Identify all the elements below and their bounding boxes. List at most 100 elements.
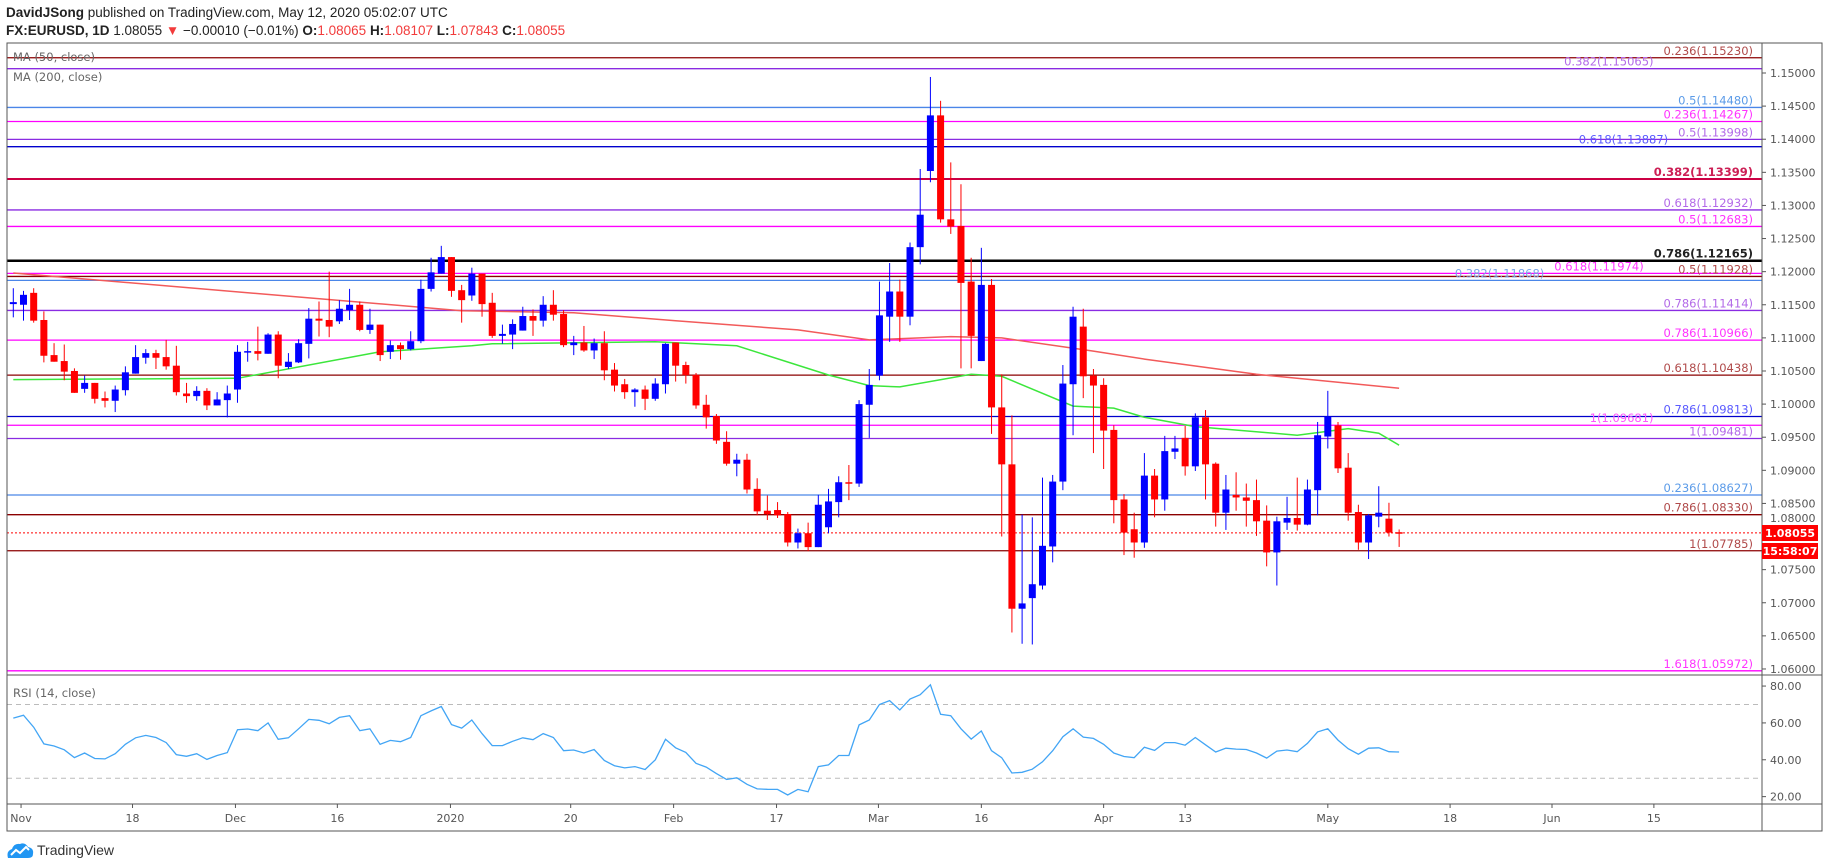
candle[interactable]	[957, 184, 965, 369]
candle[interactable]	[1038, 477, 1046, 590]
candle[interactable]	[1283, 496, 1291, 530]
candle[interactable]	[335, 300, 343, 324]
tradingview-logo[interactable]: TradingView	[6, 841, 114, 859]
candle[interactable]	[1202, 410, 1210, 500]
ma200-line[interactable]	[13, 272, 1400, 389]
candle[interactable]	[1089, 368, 1097, 454]
candle[interactable]	[774, 502, 782, 518]
candle[interactable]	[244, 341, 252, 362]
candle[interactable]	[875, 281, 883, 381]
candle[interactable]	[1263, 505, 1271, 567]
candle[interactable]	[651, 378, 659, 401]
candle[interactable]	[9, 288, 17, 318]
candle[interactable]	[223, 385, 231, 418]
candle[interactable]	[1191, 413, 1199, 471]
candle[interactable]	[1395, 529, 1403, 547]
candle[interactable]	[570, 335, 578, 356]
candle[interactable]	[132, 345, 140, 374]
ma50-legend[interactable]: MA (50, close)	[13, 50, 95, 64]
candle[interactable]	[305, 308, 313, 359]
candle[interactable]	[1069, 306, 1077, 436]
candle[interactable]	[407, 331, 415, 351]
candle[interactable]	[193, 386, 201, 401]
candle[interactable]	[1181, 425, 1189, 476]
candle[interactable]	[488, 292, 496, 338]
candle[interactable]	[600, 331, 608, 381]
candle[interactable]	[121, 366, 129, 396]
candle[interactable]	[1110, 425, 1118, 524]
candle[interactable]	[1212, 462, 1220, 527]
candle[interactable]	[1008, 415, 1016, 633]
candle[interactable]	[295, 339, 303, 364]
candle[interactable]	[50, 343, 58, 362]
candle[interactable]	[1303, 479, 1311, 526]
candle[interactable]	[325, 271, 333, 338]
candle[interactable]	[753, 478, 761, 516]
candle[interactable]	[498, 324, 506, 344]
candle[interactable]	[865, 368, 873, 438]
candle[interactable]	[1018, 514, 1026, 644]
candle[interactable]	[1100, 378, 1108, 469]
candle[interactable]	[183, 382, 191, 403]
candle[interactable]	[549, 290, 557, 321]
candle[interactable]	[825, 488, 832, 534]
candle[interactable]	[1161, 435, 1169, 511]
candle[interactable]	[1059, 365, 1067, 491]
ma50-line[interactable]	[13, 341, 1400, 446]
candle[interactable]	[346, 288, 354, 320]
candle[interactable]	[1354, 504, 1362, 550]
candle[interactable]	[111, 385, 119, 413]
candle[interactable]	[1232, 472, 1240, 511]
candle[interactable]	[743, 453, 751, 494]
candle[interactable]	[397, 342, 405, 360]
candle[interactable]	[1334, 421, 1342, 473]
candle[interactable]	[417, 279, 425, 344]
candle[interactable]	[19, 290, 27, 321]
candle[interactable]	[1273, 516, 1281, 586]
candle[interactable]	[763, 495, 771, 520]
candle[interactable]	[356, 301, 364, 332]
candle[interactable]	[988, 278, 996, 434]
candle[interactable]	[580, 325, 588, 352]
candle[interactable]	[1375, 486, 1383, 528]
candle[interactable]	[937, 100, 945, 223]
candle[interactable]	[91, 382, 99, 404]
candle[interactable]	[274, 331, 282, 379]
candle[interactable]	[386, 340, 394, 360]
candle[interactable]	[661, 343, 669, 394]
candle[interactable]	[906, 242, 914, 326]
candle[interactable]	[70, 368, 78, 393]
candle[interactable]	[1049, 474, 1057, 563]
candle[interactable]	[692, 372, 700, 409]
candle[interactable]	[142, 349, 150, 364]
author-name[interactable]: DavidJSong	[6, 5, 85, 20]
candle[interactable]	[1130, 512, 1138, 558]
candle[interactable]	[1324, 390, 1332, 449]
candle[interactable]	[427, 257, 435, 292]
candle[interactable]	[723, 431, 731, 466]
candle[interactable]	[172, 345, 180, 396]
candle[interactable]	[60, 344, 68, 381]
candle[interactable]	[1151, 468, 1159, 518]
candle[interactable]	[162, 339, 170, 370]
candle[interactable]	[611, 363, 619, 392]
candle[interactable]	[437, 245, 445, 274]
candle[interactable]	[366, 308, 374, 334]
candle[interactable]	[1120, 494, 1128, 556]
candle[interactable]	[519, 306, 527, 331]
rsi-line[interactable]	[13, 683, 1400, 796]
candle[interactable]	[560, 310, 568, 348]
candle[interactable]	[509, 319, 517, 350]
candle[interactable]	[631, 388, 639, 407]
candle[interactable]	[468, 267, 476, 301]
candle[interactable]	[447, 257, 455, 297]
candle[interactable]	[529, 309, 537, 336]
candle[interactable]	[621, 378, 629, 399]
candle[interactable]	[590, 338, 598, 360]
candle[interactable]	[855, 400, 863, 487]
candle[interactable]	[1222, 474, 1230, 530]
candle[interactable]	[213, 392, 221, 406]
candle[interactable]	[101, 391, 109, 408]
candle[interactable]	[152, 349, 160, 369]
candle[interactable]	[1079, 308, 1087, 399]
